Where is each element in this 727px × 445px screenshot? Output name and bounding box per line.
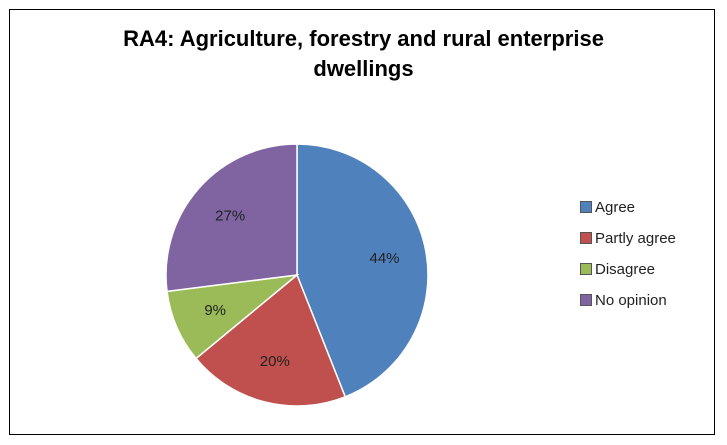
legend-label-agree: Agree bbox=[595, 198, 636, 216]
slice-label-partly-agree: 20% bbox=[260, 353, 290, 370]
legend-label-no-opinion: No opinion bbox=[595, 291, 667, 309]
chart-title-line-2: dwellings bbox=[313, 56, 414, 81]
legend-item-no-opinion: No opinion bbox=[580, 289, 676, 311]
legend-label-partly-agree: Partly agree bbox=[595, 229, 676, 247]
legend-label-disagree: Disagree bbox=[595, 260, 656, 278]
legend-swatch-partly-agree bbox=[580, 232, 592, 244]
chart-legend: Agree Partly agree Disagree No opinion bbox=[580, 196, 676, 320]
legend-swatch-agree bbox=[580, 201, 592, 213]
pie-slice-partly-agree bbox=[195, 273, 347, 407]
chart-title: RA4: Agriculture, forestry and rural ent… bbox=[0, 24, 727, 84]
pie-slice-no-opinion bbox=[165, 143, 298, 293]
chart-title-line-1: RA4: Agriculture, forestry and rural ent… bbox=[123, 26, 604, 51]
slice-label-disagree: 9% bbox=[204, 302, 226, 319]
legend-swatch-disagree bbox=[580, 263, 592, 275]
legend-item-agree: Agree bbox=[580, 196, 676, 218]
legend-item-partly-agree: Partly agree bbox=[580, 227, 676, 249]
slice-label-no-opinion: 27% bbox=[215, 208, 245, 225]
pie-slice-agree bbox=[296, 143, 429, 398]
legend-item-disagree: Disagree bbox=[580, 258, 676, 280]
legend-swatch-no-opinion bbox=[580, 294, 592, 306]
slice-label-agree: 44% bbox=[369, 250, 399, 267]
